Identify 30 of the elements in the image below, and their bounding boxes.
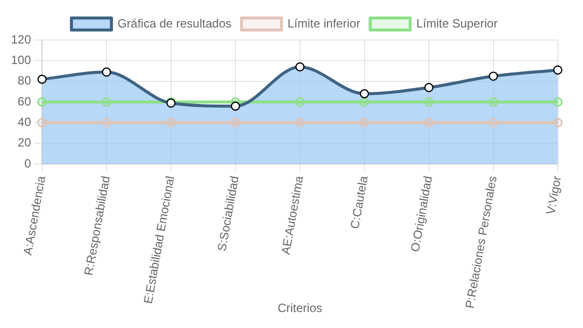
point xyxy=(360,97,370,107)
point xyxy=(166,118,176,128)
x-tick-label: V:Vigor xyxy=(544,174,564,216)
point xyxy=(553,97,563,107)
x-tick-label: P:Relaciones Personales xyxy=(462,174,500,310)
point xyxy=(37,97,47,107)
y-tick-label: 0 xyxy=(24,156,32,170)
legend-label: Gráfica de resultados xyxy=(117,16,232,30)
point xyxy=(295,97,305,107)
point xyxy=(37,118,47,128)
point xyxy=(102,118,112,128)
point xyxy=(360,118,370,128)
point xyxy=(488,118,498,128)
y-tick-label: 20 xyxy=(18,136,32,150)
y-tick-label: 120 xyxy=(10,32,32,46)
point xyxy=(230,118,240,128)
legend-label: Límite Superior xyxy=(416,16,498,30)
x-tick-label: C:Cautela xyxy=(348,174,371,230)
y-tick-label: 80 xyxy=(18,74,32,88)
point xyxy=(424,118,434,128)
point xyxy=(424,97,434,107)
point xyxy=(488,97,498,107)
legend-label: Límite inferior xyxy=(288,16,360,30)
y-tick-label: 60 xyxy=(18,94,32,108)
y-tick-label: 40 xyxy=(18,114,32,129)
point xyxy=(295,118,305,128)
point xyxy=(102,97,112,107)
x-axis-title: Criterios xyxy=(278,301,322,316)
point xyxy=(553,118,563,128)
y-tick-label: 100 xyxy=(10,52,32,67)
